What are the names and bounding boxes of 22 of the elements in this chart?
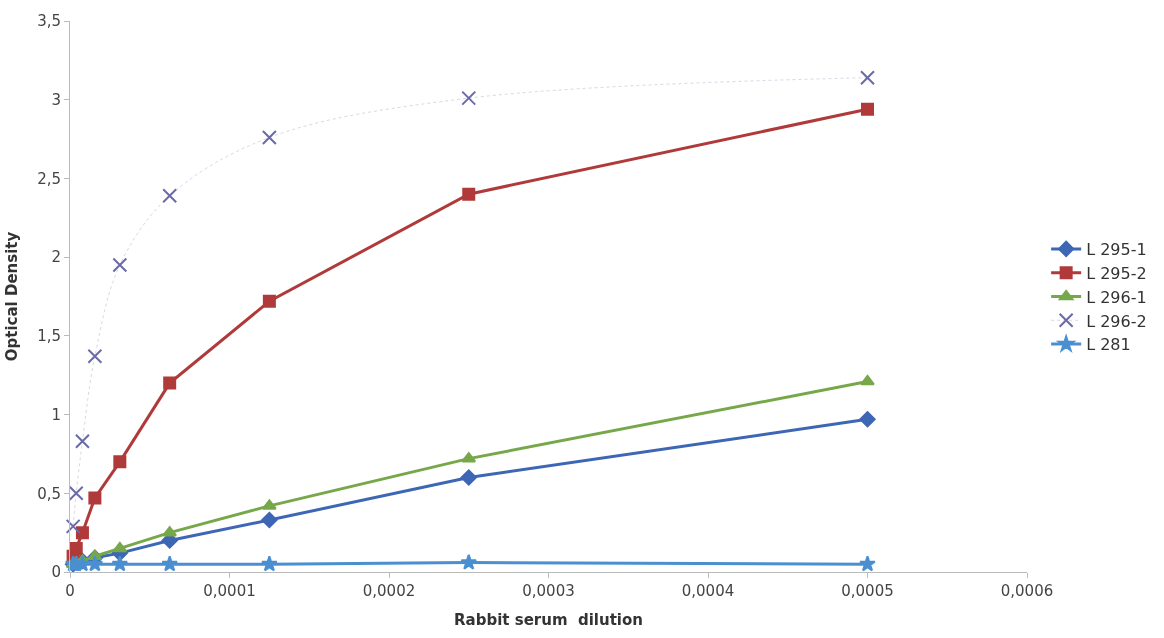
y-tick-label: 1,5 [37, 327, 61, 346]
legend-label: L 281 [1086, 335, 1131, 355]
y-axis-title: Optical Density [3, 231, 22, 362]
y-tick-label: 0 [51, 563, 61, 582]
x-tick-label: 0,0002 [362, 582, 416, 600]
x-tick-label: 0,0001 [203, 582, 256, 600]
legend-label: L 296-2 [1086, 311, 1147, 331]
legend-label: L 295-1 [1086, 240, 1147, 260]
y-tick-label: 3 [51, 90, 61, 109]
x-tick-label: 0,0006 [1000, 582, 1054, 600]
legend-label: L 295-2 [1086, 263, 1147, 283]
y-tick-label: 0,5 [37, 484, 61, 503]
x-axis-title: Rabbit serum dilution [454, 611, 643, 629]
y-tick-label: 1 [51, 405, 61, 424]
x-tick-label: 0 [65, 582, 75, 600]
y-tick-label: 2 [51, 248, 61, 267]
y-tick-label: 2,5 [37, 169, 61, 188]
x-tick-label: 0,0003 [522, 582, 575, 600]
x-tick-label: 0,0004 [681, 582, 735, 600]
legend-label: L 296-1 [1086, 287, 1147, 307]
x-tick-label: 0,0005 [841, 582, 894, 600]
y-tick-label: 3,5 [37, 12, 61, 31]
